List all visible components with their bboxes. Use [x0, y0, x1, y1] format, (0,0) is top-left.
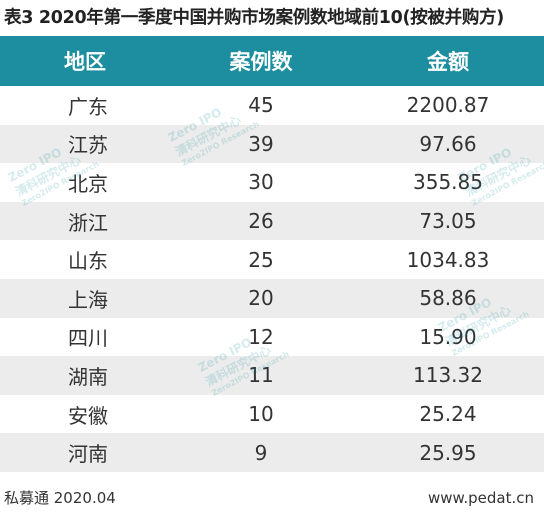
- cell-amount: 1034.83: [406, 247, 490, 272]
- cell-region: 北京: [68, 171, 108, 196]
- table-header: 地区 案例数 金额: [0, 36, 544, 86]
- cell-region: 四川: [68, 326, 108, 351]
- cell-count: 30: [248, 170, 274, 195]
- cell-amount: 25.24: [419, 402, 477, 427]
- header-count: 案例数: [229, 50, 293, 74]
- header-region: 地区: [64, 50, 106, 74]
- cell-region: 河南: [68, 442, 108, 467]
- cell-count: 12: [248, 324, 274, 349]
- cell-amount: 113.32: [413, 363, 483, 388]
- table-row: 山东 25 1034.83: [0, 240, 544, 279]
- source-note: 私募通 2020.04: [4, 489, 116, 507]
- cell-count: 45: [248, 93, 274, 118]
- cell-amount: 355.85: [413, 170, 483, 195]
- cell-region: 浙江: [68, 210, 108, 235]
- ranking-table: 地区 案例数 金额 广东 45 2200.87 江苏 39 97.66 北京 30 355.85…: [0, 36, 544, 472]
- cell-count: 25: [248, 247, 274, 272]
- cell-amount: 15.90: [419, 324, 477, 349]
- cell-region: 山东: [68, 249, 108, 274]
- cell-amount: 97.66: [419, 131, 477, 156]
- cell-amount: 58.86: [419, 286, 477, 311]
- table-row: 四川 12 15.90: [0, 318, 544, 357]
- cell-count: 11: [248, 363, 274, 388]
- cell-region: 江苏: [68, 133, 108, 158]
- cell-region: 湖南: [68, 364, 108, 389]
- table-row: 湖南 11 113.32: [0, 356, 544, 395]
- website-link[interactable]: www.pedat.cn: [427, 489, 534, 507]
- cell-count: 39: [248, 131, 274, 156]
- cell-region: 上海: [68, 287, 108, 312]
- cell-amount: 25.95: [419, 440, 477, 465]
- footer: 私募通 2020.04 www.pedat.cn: [0, 483, 544, 513]
- cell-count: 10: [248, 402, 274, 427]
- cell-region: 广东: [68, 94, 108, 119]
- cell-count: 26: [248, 209, 274, 234]
- table-row: 广东 45 2200.87: [0, 86, 544, 125]
- table-row: 江苏 39 97.66: [0, 124, 544, 164]
- table-row: 上海 20 58.86: [0, 278, 544, 318]
- table-row: 河南 9 25.95: [0, 433, 544, 472]
- table-row: 北京 30 355.85: [0, 163, 544, 202]
- cell-amount: 73.05: [419, 209, 477, 234]
- header-amount: 金额: [427, 50, 469, 74]
- table-title: 表3 2020年第一季度中国并购市场案例数地域前10(按被并购方): [4, 8, 504, 28]
- cell-region: 安徽: [68, 403, 108, 428]
- cell-count: 9: [254, 440, 268, 465]
- cell-amount: 2200.87: [406, 93, 490, 118]
- table-row: 浙江 26 73.05: [0, 201, 544, 241]
- cell-count: 20: [248, 286, 274, 311]
- table-row: 安徽 10 25.24: [0, 395, 544, 434]
